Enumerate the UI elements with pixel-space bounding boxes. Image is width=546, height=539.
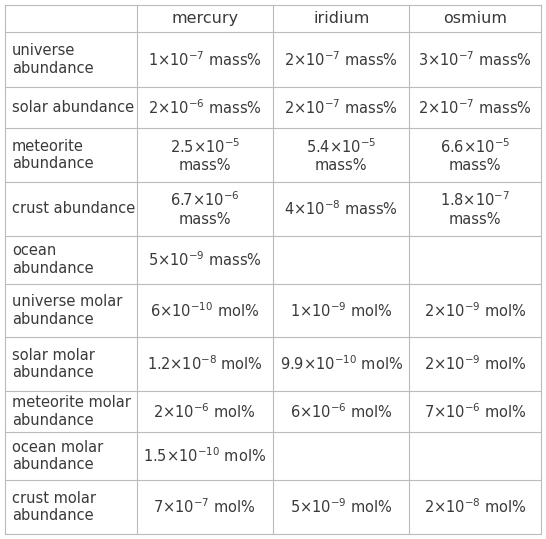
Text: $7{\times}10^{-7}$ mol%: $7{\times}10^{-7}$ mol% [153, 497, 256, 516]
Text: solar abundance: solar abundance [12, 100, 134, 115]
Text: $2{\times}10^{-7}$ mass%: $2{\times}10^{-7}$ mass% [418, 99, 532, 118]
Text: $1.2{\times}10^{-8}$ mol%: $1.2{\times}10^{-8}$ mol% [147, 355, 263, 374]
Text: $5{\times}10^{-9}$ mol%: $5{\times}10^{-9}$ mol% [290, 497, 393, 516]
Text: osmium: osmium [443, 11, 507, 26]
Text: $1.5{\times}10^{-10}$ mol%: $1.5{\times}10^{-10}$ mol% [143, 447, 266, 465]
Text: $5{\times}10^{-9}$ mass%: $5{\times}10^{-9}$ mass% [148, 250, 262, 269]
Text: $2{\times}10^{-6}$ mol%: $2{\times}10^{-6}$ mol% [153, 402, 256, 421]
Text: mercury: mercury [171, 11, 239, 26]
Text: crust abundance: crust abundance [12, 201, 135, 216]
Text: ocean molar
abundance: ocean molar abundance [12, 440, 103, 472]
Text: meteorite molar
abundance: meteorite molar abundance [12, 395, 131, 427]
Text: crust molar
abundance: crust molar abundance [12, 490, 96, 523]
Text: $2{\times}10^{-7}$ mass%: $2{\times}10^{-7}$ mass% [284, 50, 398, 69]
Text: $3{\times}10^{-7}$ mass%: $3{\times}10^{-7}$ mass% [418, 50, 532, 69]
Text: universe molar
abundance: universe molar abundance [12, 294, 122, 327]
Text: $2.5{\times}10^{-5}$
mass%: $2.5{\times}10^{-5}$ mass% [170, 137, 240, 173]
Text: $9.9{\times}10^{-10}$ mol%: $9.9{\times}10^{-10}$ mol% [280, 355, 403, 374]
Text: $5.4{\times}10^{-5}$
mass%: $5.4{\times}10^{-5}$ mass% [306, 137, 376, 173]
Text: iridium: iridium [313, 11, 370, 26]
Text: $2{\times}10^{-9}$ mol%: $2{\times}10^{-9}$ mol% [424, 355, 526, 374]
Text: $1{\times}10^{-7}$ mass%: $1{\times}10^{-7}$ mass% [148, 50, 262, 69]
Text: $6{\times}10^{-10}$ mol%: $6{\times}10^{-10}$ mol% [150, 301, 259, 320]
Text: universe
abundance: universe abundance [12, 43, 93, 75]
Text: $6.6{\times}10^{-5}$
mass%: $6.6{\times}10^{-5}$ mass% [440, 137, 510, 173]
Text: $1.8{\times}10^{-7}$
mass%: $1.8{\times}10^{-7}$ mass% [440, 191, 510, 227]
Text: $4{\times}10^{-8}$ mass%: $4{\times}10^{-8}$ mass% [284, 199, 398, 218]
Text: $2{\times}10^{-7}$ mass%: $2{\times}10^{-7}$ mass% [284, 99, 398, 118]
Text: $6.7{\times}10^{-6}$
mass%: $6.7{\times}10^{-6}$ mass% [170, 191, 240, 227]
Text: $7{\times}10^{-6}$ mol%: $7{\times}10^{-6}$ mol% [424, 402, 526, 421]
Text: ocean
abundance: ocean abundance [12, 244, 93, 276]
Text: $2{\times}10^{-6}$ mass%: $2{\times}10^{-6}$ mass% [148, 99, 262, 118]
Text: $2{\times}10^{-9}$ mol%: $2{\times}10^{-9}$ mol% [424, 301, 526, 320]
Text: $2{\times}10^{-8}$ mol%: $2{\times}10^{-8}$ mol% [424, 497, 526, 516]
Text: $1{\times}10^{-9}$ mol%: $1{\times}10^{-9}$ mol% [290, 301, 393, 320]
Text: $6{\times}10^{-6}$ mol%: $6{\times}10^{-6}$ mol% [290, 402, 393, 421]
Text: meteorite
abundance: meteorite abundance [12, 139, 93, 171]
Text: solar molar
abundance: solar molar abundance [12, 348, 95, 381]
